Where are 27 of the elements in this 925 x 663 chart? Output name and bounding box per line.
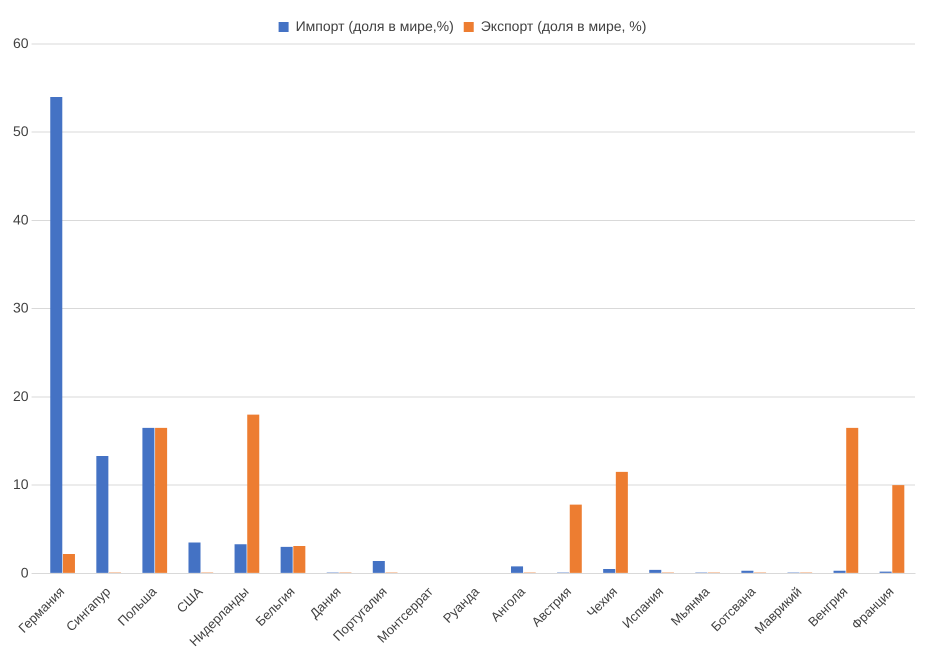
bar [603,568,616,573]
y-tick-label: 0 [20,564,29,580]
bar [846,428,858,573]
bar [142,428,154,573]
bar [649,570,662,573]
bar [234,544,247,573]
bar [372,561,385,573]
bar [155,428,168,573]
legend-label: Импорт (доля в мире,%) [296,18,454,34]
bar [188,542,201,573]
y-tick-label: 10 [12,476,29,492]
y-tick-label: 40 [12,211,29,228]
y-tick-label: 20 [12,388,29,404]
y-tick-label: 30 [12,300,29,316]
bar [50,96,62,573]
y-tick-label: 50 [12,123,29,140]
legend-label: Экспорт (доля в мире, %) [480,18,646,34]
y-tick-label: 60 [12,34,29,51]
bar [892,485,904,573]
bar [570,504,582,573]
bar [96,456,108,573]
bar [511,566,524,573]
bar [62,554,75,573]
bar [616,472,628,573]
bar [247,414,260,573]
bar [280,546,293,573]
bar [293,546,306,573]
